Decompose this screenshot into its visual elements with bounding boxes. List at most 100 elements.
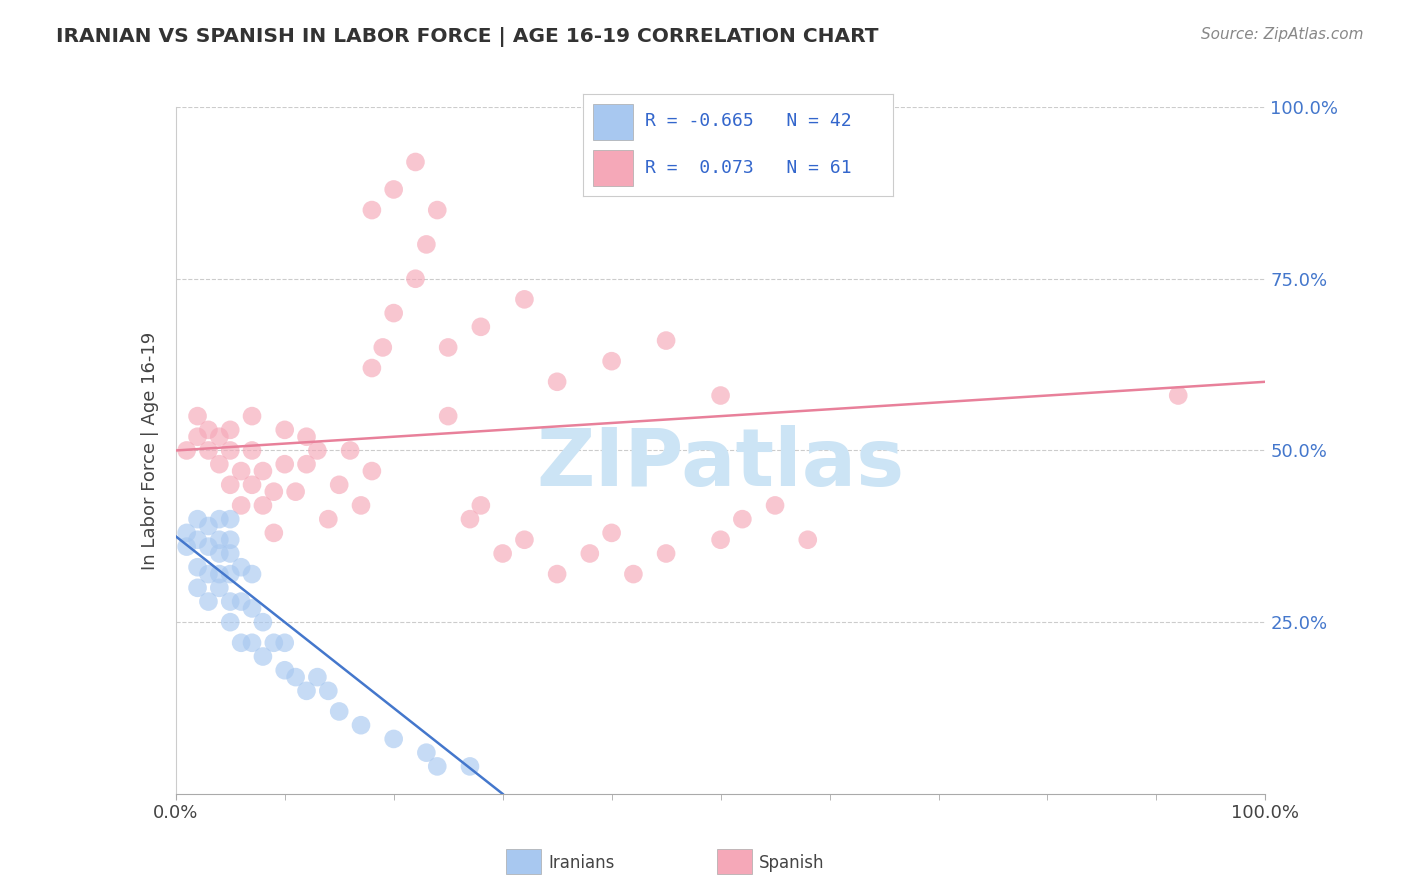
Point xyxy=(231,464,253,478)
Point xyxy=(318,512,340,526)
Point xyxy=(219,594,242,608)
Point xyxy=(252,464,274,478)
Text: Iranians: Iranians xyxy=(548,854,614,871)
Point xyxy=(405,271,427,285)
Point xyxy=(208,457,231,471)
Text: IRANIAN VS SPANISH IN LABOR FORCE | AGE 16-19 CORRELATION CHART: IRANIAN VS SPANISH IN LABOR FORCE | AGE … xyxy=(56,27,879,46)
FancyBboxPatch shape xyxy=(593,104,633,140)
Point xyxy=(208,512,231,526)
Point xyxy=(360,464,382,478)
Point xyxy=(252,499,274,513)
Point xyxy=(579,546,602,561)
Point xyxy=(240,478,263,492)
Text: ZIPatlas: ZIPatlas xyxy=(537,425,904,503)
Point xyxy=(307,443,329,458)
Point xyxy=(219,533,242,547)
Point xyxy=(263,525,285,540)
Point xyxy=(231,636,253,650)
Point xyxy=(546,567,568,582)
Point xyxy=(426,759,449,773)
Point xyxy=(350,499,373,513)
Point xyxy=(186,560,209,574)
Point xyxy=(710,388,733,402)
Point xyxy=(186,430,209,444)
Point xyxy=(600,354,623,368)
Point xyxy=(295,683,318,698)
Point xyxy=(546,375,568,389)
Point xyxy=(600,525,623,540)
Point xyxy=(415,237,437,252)
Point xyxy=(240,601,263,615)
Point xyxy=(274,423,297,437)
Point xyxy=(655,546,678,561)
Point xyxy=(621,567,644,582)
Point xyxy=(197,519,219,533)
Point xyxy=(231,560,253,574)
Point xyxy=(252,649,274,664)
Point xyxy=(176,443,198,458)
Text: R =  0.073   N = 61: R = 0.073 N = 61 xyxy=(645,159,852,177)
Point xyxy=(197,594,219,608)
Point xyxy=(208,533,231,547)
Point xyxy=(426,203,449,218)
Point xyxy=(240,409,263,423)
Point xyxy=(219,512,242,526)
Point xyxy=(186,533,209,547)
Point xyxy=(197,423,219,437)
Point xyxy=(197,443,219,458)
Point xyxy=(263,484,285,499)
Point xyxy=(731,512,754,526)
Text: R = -0.665   N = 42: R = -0.665 N = 42 xyxy=(645,112,852,130)
Point xyxy=(219,443,242,458)
Text: Source: ZipAtlas.com: Source: ZipAtlas.com xyxy=(1201,27,1364,42)
Point xyxy=(263,636,285,650)
Point xyxy=(208,581,231,595)
Point xyxy=(382,182,405,196)
Point xyxy=(284,484,307,499)
Point xyxy=(240,443,263,458)
Point xyxy=(208,546,231,561)
Point xyxy=(470,319,492,334)
Point xyxy=(328,705,350,719)
Point xyxy=(470,499,492,513)
Point xyxy=(350,718,373,732)
Point xyxy=(231,594,253,608)
Point xyxy=(176,540,198,554)
Point xyxy=(274,663,297,677)
Point xyxy=(415,746,437,760)
Point xyxy=(360,203,382,218)
Point xyxy=(318,683,340,698)
Point xyxy=(328,478,350,492)
Point xyxy=(458,512,481,526)
Point xyxy=(405,155,427,169)
Point xyxy=(360,361,382,376)
Point xyxy=(295,457,318,471)
Point xyxy=(274,457,297,471)
Point xyxy=(240,636,263,650)
Point xyxy=(492,546,515,561)
Point xyxy=(763,499,786,513)
Point xyxy=(382,731,405,746)
Point xyxy=(186,409,209,423)
Point xyxy=(295,430,318,444)
Point xyxy=(655,334,678,348)
Point xyxy=(176,525,198,540)
Point xyxy=(231,499,253,513)
Point xyxy=(382,306,405,320)
Point xyxy=(219,478,242,492)
Point xyxy=(186,512,209,526)
Point xyxy=(197,540,219,554)
Point xyxy=(219,423,242,437)
Point xyxy=(274,636,297,650)
Point xyxy=(219,615,242,630)
Point xyxy=(219,546,242,561)
Point xyxy=(197,567,219,582)
Point xyxy=(307,670,329,684)
Point xyxy=(208,567,231,582)
Point xyxy=(284,670,307,684)
Point xyxy=(186,581,209,595)
Point xyxy=(208,430,231,444)
Point xyxy=(219,567,242,582)
Point xyxy=(1167,388,1189,402)
Point xyxy=(339,443,361,458)
